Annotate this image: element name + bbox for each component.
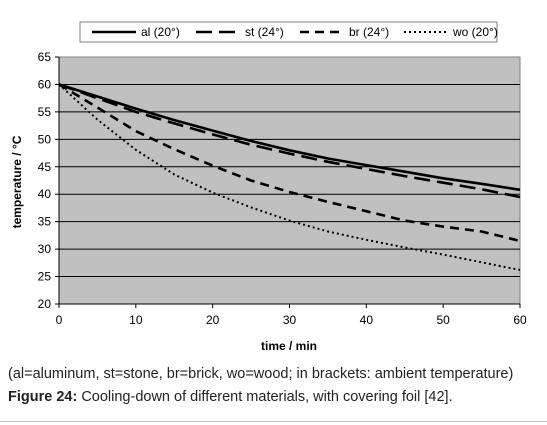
y-tick-label: 55 xyxy=(38,105,52,119)
legend: al (20°) st (24°) br (24°) wo (20°) xyxy=(79,21,498,43)
y-tick-label: 30 xyxy=(38,242,52,256)
bottom-divider xyxy=(0,421,547,422)
series-line-0 xyxy=(58,83,521,192)
legend-label-1: st (24°) xyxy=(245,25,284,39)
x-tick-label: 50 xyxy=(436,313,450,327)
y-tick-label: 60 xyxy=(38,77,52,91)
legend-label-3: wo (20°) xyxy=(452,25,498,39)
y-tick-label: 50 xyxy=(38,132,52,146)
x-tick-label: 60 xyxy=(513,313,527,327)
cooling-chart: al (20°) st (24°) br (24°) wo (20°) 20 25 30 3… xyxy=(10,21,527,353)
y-axis-label: temperature / °C xyxy=(10,135,24,228)
y-axis-ticks: 20 25 30 35 40 45 50 55 60 65 xyxy=(38,50,59,311)
y-tick-label: 20 xyxy=(38,297,52,311)
caption-note: (al=aluminum, st=stone, br=brick, wo=woo… xyxy=(8,366,514,382)
x-tick-label: 0 xyxy=(56,313,63,327)
x-tick-label: 40 xyxy=(360,313,374,327)
figure-label: Figure 24: xyxy=(8,389,78,405)
y-tick-label: 25 xyxy=(38,270,52,284)
x-tick-label: 20 xyxy=(206,313,220,327)
y-tick-label: 45 xyxy=(38,160,52,174)
x-tick-label: 30 xyxy=(283,313,297,327)
series-line-1 xyxy=(58,83,521,199)
series-line-2 xyxy=(58,83,521,243)
x-tick-label: 10 xyxy=(129,313,143,327)
plot-background xyxy=(58,56,521,305)
x-axis-label: time / min xyxy=(261,339,317,353)
y-tick-label: 35 xyxy=(38,215,52,229)
y-tick-label: 40 xyxy=(38,187,52,201)
legend-label-0: al (20°) xyxy=(141,25,180,39)
legend-label-2: br (24°) xyxy=(349,25,389,39)
plot-area xyxy=(58,56,521,305)
y-tick-label: 65 xyxy=(38,50,52,64)
x-axis-ticks: 0 10 20 30 40 50 60 xyxy=(56,304,527,327)
series-line-3 xyxy=(58,83,521,271)
legend-box xyxy=(79,21,498,43)
figure-caption-text: Cooling-down of different materials, wit… xyxy=(77,389,453,405)
figure-caption: Figure 24: Cooling-down of different mat… xyxy=(8,389,453,405)
